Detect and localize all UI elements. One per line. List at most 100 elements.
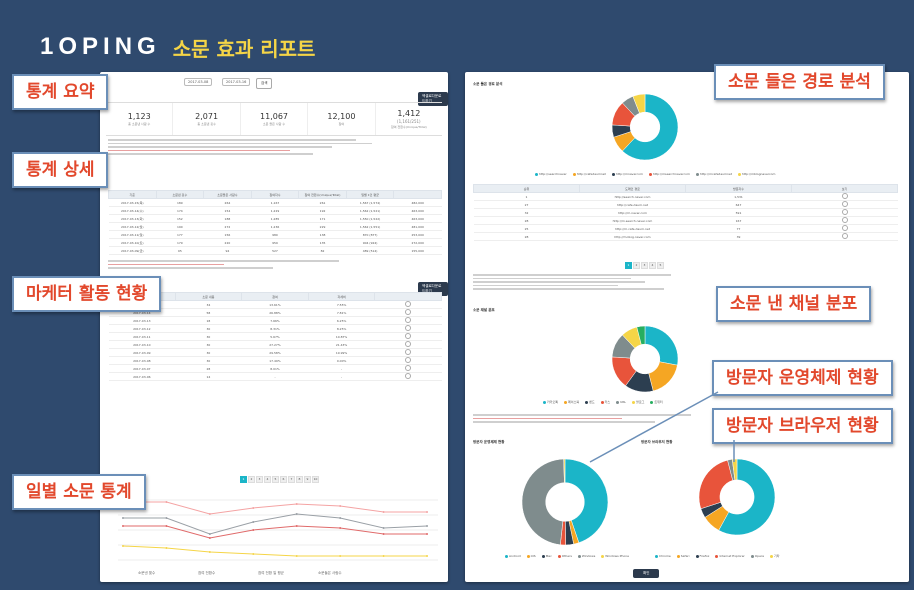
confirm-button[interactable]: 확인 (633, 569, 660, 578)
right-report-panel: 소문 들은 경로 분석 http://searchnaver http://caf… (465, 72, 909, 582)
table-cell: 30 (175, 332, 242, 341)
view-toggle[interactable] (374, 340, 442, 349)
table-cell: 14 (175, 372, 242, 381)
table-cell: 26.88% (241, 308, 309, 317)
table-cell: 0.00% (308, 356, 375, 365)
path-legend: http://searchnaver http://cafedaumnet http… (535, 172, 775, 176)
table-cell: 27.27% (241, 340, 309, 349)
view-toggle[interactable] (374, 332, 442, 341)
table-cell: http://m.cafe.daum.net (579, 224, 686, 233)
table-cell: 5.67% (241, 332, 309, 341)
series-point (252, 521, 255, 523)
summary-stats: 1,123 총 소문낸 사람 수 2,071 총 소문낸 횟수 11,067 소문 들은 … (106, 102, 442, 136)
table-cell: 167 (685, 216, 792, 225)
page-button[interactable]: 2 (248, 476, 255, 483)
series-point (252, 507, 255, 509)
channel-section-title: 소문 채널 분포 (473, 308, 495, 312)
view-toggle[interactable] (374, 308, 442, 317)
table-cell: 82 (298, 246, 347, 255)
view-toggle[interactable] (791, 192, 898, 201)
view-toggle[interactable] (374, 372, 442, 381)
series-point (122, 545, 124, 547)
table-cell: 2017-03-09 (108, 348, 176, 357)
view-toggle[interactable] (791, 216, 898, 225)
table-cell: 2017-03-12 (108, 324, 176, 333)
page-button[interactable]: 10 (312, 476, 319, 483)
table-cell: 1 (473, 192, 580, 201)
view-toggle[interactable] (374, 356, 442, 365)
page-button[interactable]: 2 (633, 262, 640, 269)
page-button[interactable]: 4 (264, 476, 271, 483)
search-button[interactable]: 검색 (256, 78, 273, 89)
page-button[interactable]: 7 (288, 476, 295, 483)
view-toggle[interactable] (791, 208, 898, 217)
stat-card: 12,100 참여 (308, 103, 376, 135)
view-toggle[interactable] (374, 316, 442, 325)
stat-label: 참여 (338, 122, 345, 126)
page-button[interactable]: 9 (304, 476, 311, 483)
table-row: 2017-03-13(화) 152 188 1,285 171 1,550 (1,522)… (108, 214, 442, 223)
donut-slice (636, 325, 646, 345)
left-report-panel: 2017-03-08 2017-03-16 검색 엑셀로다운로드하기 1,123… (100, 72, 448, 582)
view-toggle[interactable] (791, 224, 898, 233)
marketer-pager[interactable]: 1 2 3 4 5 6 7 8 9 10 (240, 476, 319, 483)
page-button[interactable]: 5 (657, 262, 664, 269)
stat-value: 2,071 (195, 112, 219, 121)
page-button[interactable]: 3 (256, 476, 263, 483)
table-cell: 2017-03-11 (108, 332, 176, 341)
page-button[interactable]: 4 (649, 262, 656, 269)
table-cell: 8.25% (308, 324, 375, 333)
stat-value: 11,067 (260, 112, 289, 121)
table-cell: - (241, 372, 309, 381)
callout-detail: 통계 상세 (12, 152, 109, 188)
table-row: 28 http://m.blog.naver.com 39 (473, 232, 898, 241)
table-header-cell: 기준 (108, 190, 157, 199)
view-toggle[interactable] (374, 300, 442, 309)
page-button[interactable]: 5 (272, 476, 279, 483)
table-header-cell: 참여 (241, 292, 309, 301)
table-cell: 482,000 (393, 198, 442, 207)
table-cell: 27 (473, 200, 580, 209)
legend-item: 카스 (600, 400, 610, 404)
table-cell: 1,285 (251, 214, 299, 223)
summary-notes (108, 137, 438, 157)
page-button[interactable]: 6 (280, 476, 287, 483)
table-cell: 1,550 (1,522) (346, 214, 394, 223)
date-to-input[interactable]: 2017-03-16 (222, 78, 251, 86)
date-from-input[interactable]: 2017-03-08 (184, 78, 213, 86)
series-point (382, 533, 385, 535)
series-line (122, 545, 427, 557)
view-toggle[interactable] (374, 324, 442, 333)
view-toggle[interactable] (791, 200, 898, 209)
series-line (123, 513, 428, 535)
table-cell: 30 (175, 348, 242, 357)
stat-card: 1,412 (1,161/251) 참여 전환수(Unique/Total) (376, 103, 442, 135)
stat-value: 1,412 (397, 109, 421, 118)
donut-slice (622, 93, 679, 161)
table-cell: 591 (685, 208, 792, 217)
series-point (165, 501, 168, 503)
path-section-title: 소문 들은 경로 분석 (473, 82, 503, 86)
table-row: 2017-03-13 18 7.66% 6.25% (108, 316, 442, 325)
line-legend-item: 소문들은 사람수 (318, 570, 342, 575)
view-toggle[interactable] (791, 232, 898, 241)
page-button[interactable]: 3 (641, 262, 648, 269)
legend-item: Opera (750, 554, 764, 558)
view-toggle[interactable] (374, 364, 442, 373)
table-cell: 192 (298, 206, 347, 215)
legend-item: 기타 (769, 554, 780, 558)
page-button[interactable]: 1 (625, 262, 632, 269)
view-toggle[interactable] (374, 348, 442, 357)
series-point (208, 551, 211, 553)
table-cell: 155,000 (393, 246, 442, 255)
table-cell: 1,567 (1,574) (346, 198, 394, 207)
callout-browser: 방문자 브라우저 현황 (712, 408, 893, 444)
page-button[interactable]: 8 (296, 476, 303, 483)
legend-item: http://msearchnavercom (648, 172, 690, 176)
table-header-cell: 소문들은 사람수 (203, 190, 252, 199)
page-button[interactable]: 1 (240, 476, 247, 483)
table-row: 1 http://search.naver.com 1,531 (473, 192, 898, 201)
table-cell: 174 (156, 206, 204, 215)
legend-item: iOS (526, 554, 536, 558)
